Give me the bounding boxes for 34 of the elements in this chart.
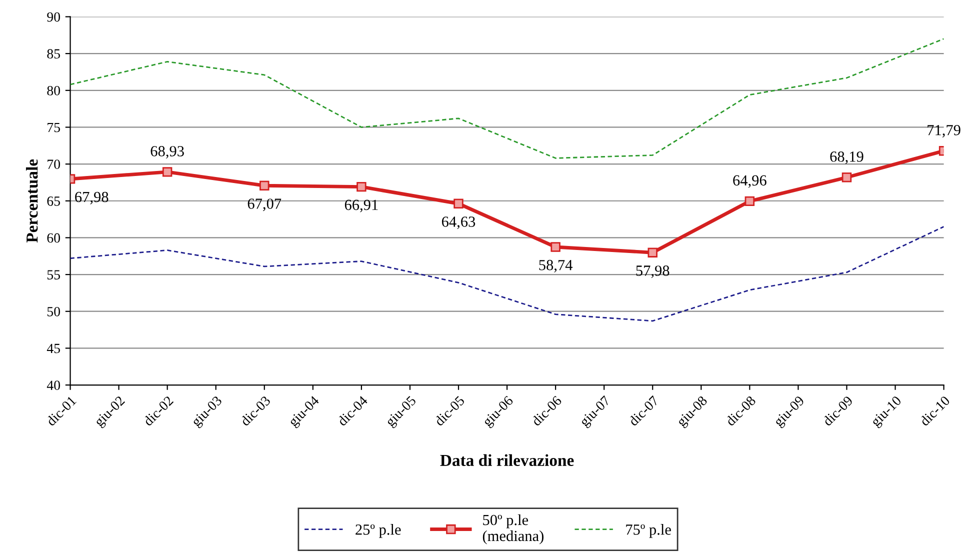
y-tick-label: 60 bbox=[47, 233, 60, 243]
x-axis-title: Data di rilevazione bbox=[440, 454, 574, 466]
data-label: 64,63 bbox=[442, 216, 476, 230]
y-axis-title: Percentuale bbox=[26, 159, 38, 243]
y-tick-label: 75 bbox=[48, 122, 60, 132]
point bbox=[842, 172, 852, 182]
data-label: 71,79 bbox=[928, 124, 960, 138]
data-label: 68,93 bbox=[150, 146, 184, 159]
data-label: 68,19 bbox=[830, 151, 864, 164]
point bbox=[356, 182, 366, 192]
data-label: 67,98 bbox=[75, 192, 108, 204]
y-tick-label: 85 bbox=[47, 49, 60, 59]
legend-label: 25º p.le bbox=[356, 524, 401, 538]
point bbox=[454, 198, 464, 208]
y-tick-label: 55 bbox=[47, 270, 60, 280]
point bbox=[162, 167, 172, 177]
point bbox=[744, 196, 755, 206]
data-label: 64,96 bbox=[733, 175, 766, 188]
y-tick-label: 65 bbox=[47, 196, 60, 206]
data-label: 57,98 bbox=[636, 266, 670, 278]
y-tick-label: 45 bbox=[46, 344, 60, 354]
point bbox=[550, 242, 560, 252]
data-label: 67,07 bbox=[248, 198, 282, 212]
data-label: 66,91 bbox=[344, 200, 378, 212]
y-tick-label: 70 bbox=[48, 160, 60, 170]
y-tick-label: 90 bbox=[47, 12, 60, 22]
y-tick-label: 40 bbox=[46, 380, 60, 390]
point bbox=[260, 180, 270, 190]
legend-label: 75º p.le bbox=[626, 524, 671, 538]
y-tick-label: 80 bbox=[47, 86, 60, 96]
legend-label: 50º p.le (mediana) bbox=[482, 514, 544, 544]
y-tick-label: 50 bbox=[47, 306, 60, 316]
point bbox=[648, 248, 658, 258]
data-label: 58,74 bbox=[539, 260, 573, 272]
